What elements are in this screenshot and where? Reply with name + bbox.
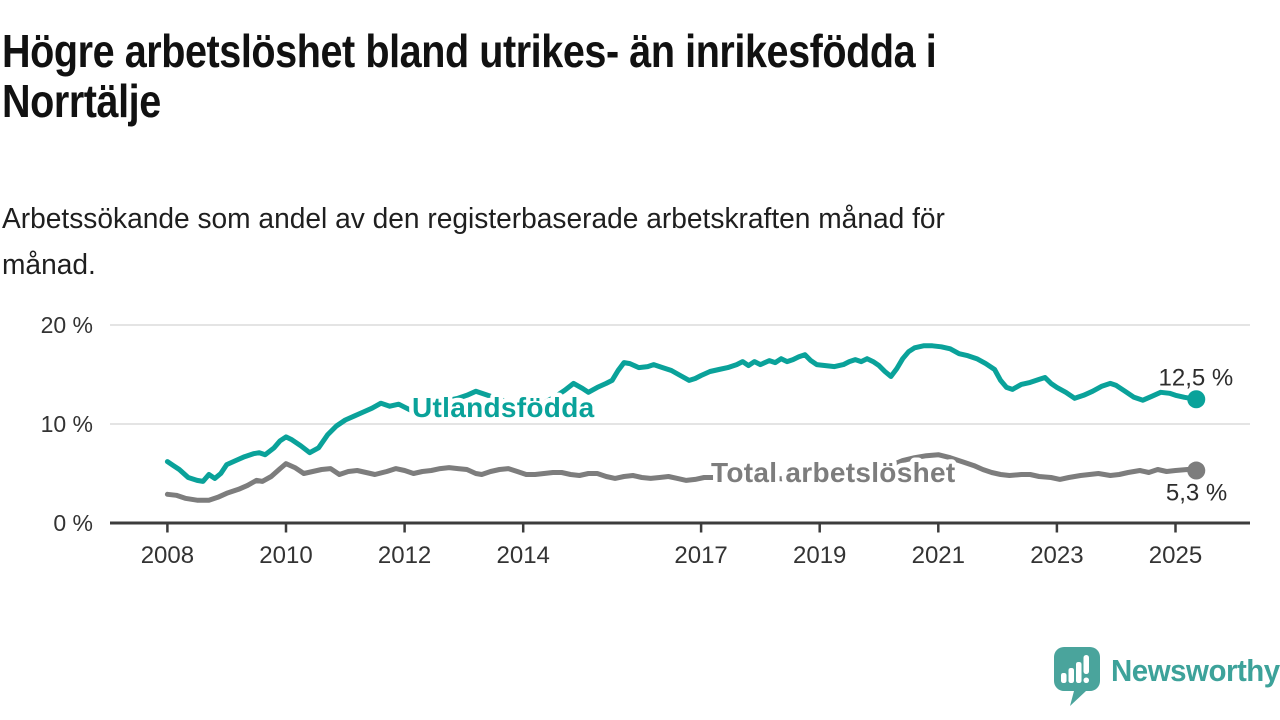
exclamation-dot [1083, 677, 1089, 683]
chart-subtitle-line1: Arbetssökande som andel av den registerb… [2, 203, 945, 235]
y-axis-label-20: 20 % [41, 312, 93, 338]
bar-small [1061, 673, 1067, 683]
x-axis-label-2017: 2017 [674, 542, 727, 569]
series-label-total-arbetsloshet: Total arbetslöshet [711, 457, 955, 488]
x-axis-label-2008: 2008 [141, 542, 194, 569]
utlandsfodda-end-dot [1187, 390, 1206, 409]
x-axis-label-2023: 2023 [1030, 542, 1083, 569]
y-axis-label-10: 10 % [41, 411, 93, 437]
x-axis-label-2019: 2019 [793, 542, 846, 569]
page-title: Högre arbetslöshet bland utrikes- än inr… [2, 26, 1206, 126]
x-axis-label-2010: 2010 [259, 542, 312, 569]
total-arbetsloshet-end-dot [1187, 461, 1206, 480]
exclamation-bar [1083, 655, 1089, 674]
y-axis-label-0: 0 % [53, 510, 93, 536]
page-title-line2: Norrtälje [2, 75, 161, 127]
utlandsfodda-line [164, 343, 1199, 484]
chart-subtitle: Arbetssökande som andel av den registerb… [2, 196, 1224, 288]
newsworthy-wordmark: Newsworthy [1111, 653, 1280, 688]
newsworthy-speech-bubble-chart-icon [1054, 647, 1100, 706]
x-axis-label-2014: 2014 [497, 542, 550, 569]
newsworthy-logo: Newsworthy [1052, 646, 1280, 708]
x-axis-label-2012: 2012 [378, 542, 431, 569]
bar-medium [1068, 668, 1074, 683]
end-value-label-utlandsfodda: 12,5 % [1159, 364, 1234, 391]
total-arbetsloshet-line [164, 452, 1199, 503]
series-label-utlandsfodda: Utlandsfödda [412, 392, 595, 423]
bar-large [1076, 662, 1082, 683]
end-value-label-total: 5,3 % [1166, 480, 1227, 507]
x-axis-label-2021: 2021 [912, 542, 965, 569]
page-title-line1: Högre arbetslöshet bland utrikes- än inr… [2, 25, 937, 77]
x-axis-label-2025: 2025 [1149, 542, 1202, 569]
chart-subtitle-line2: månad. [2, 249, 96, 281]
